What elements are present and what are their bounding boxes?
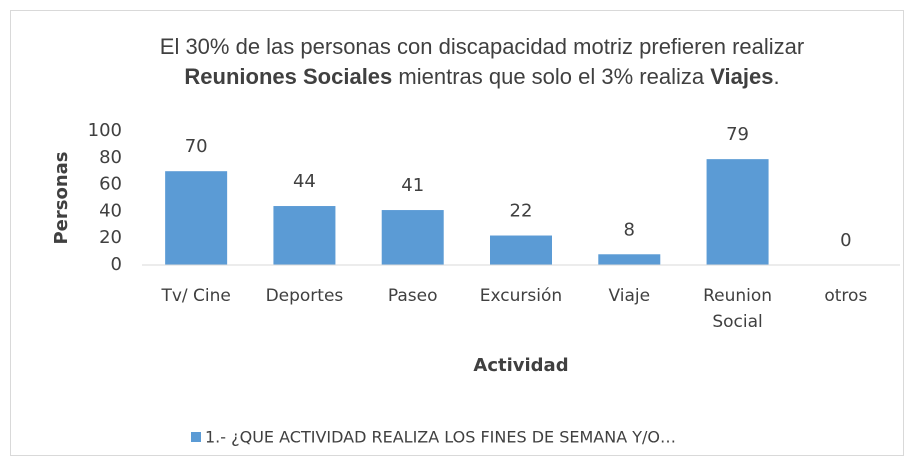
data-label: 70 xyxy=(185,136,208,157)
chart-title-line1: El 30% de las personas con discapacidad … xyxy=(160,34,804,59)
title-part: Reuniones Sociales xyxy=(184,64,392,89)
data-label: 22 xyxy=(510,201,533,222)
chart-title-line2: Reuniones Sociales mientras que solo el … xyxy=(184,64,779,89)
title-part: . xyxy=(773,64,779,89)
y-tick-label: 0 xyxy=(111,254,122,275)
bar xyxy=(706,159,769,265)
x-tick-label: Reunion Social xyxy=(703,286,773,332)
bar xyxy=(165,171,228,265)
bar xyxy=(381,210,444,265)
data-label: 44 xyxy=(293,171,316,192)
x-tick-label: Viaje xyxy=(608,286,651,306)
data-label: 79 xyxy=(726,124,749,145)
data-label: 0 xyxy=(840,230,851,251)
x-axis-label: Actividad xyxy=(473,355,568,376)
data-label: 8 xyxy=(624,219,635,240)
bar xyxy=(490,235,552,265)
title-part: mientras que solo el 3% realiza xyxy=(392,64,710,89)
bar xyxy=(598,254,661,265)
legend-swatch xyxy=(191,432,201,442)
x-tick-label: Paseo xyxy=(387,286,438,306)
x-tick-label: Tv/ Cine xyxy=(161,286,231,306)
y-tick-label: 60 xyxy=(99,174,122,195)
y-tick-label: 100 xyxy=(88,120,122,141)
title-part: Viajes xyxy=(710,64,773,89)
y-tick-label: 40 xyxy=(99,200,122,221)
x-tick-label: Deportes xyxy=(265,286,344,306)
y-tick-label: 20 xyxy=(99,227,122,248)
x-tick-label: Excursión xyxy=(479,286,563,306)
x-tick-label: otros xyxy=(824,286,868,306)
data-label: 41 xyxy=(401,175,424,196)
legend-label: 1.- ¿QUE ACTIVIDAD REALIZA LOS FINES DE … xyxy=(205,428,676,447)
y-tick-label: 80 xyxy=(99,147,122,168)
bar xyxy=(273,206,336,265)
title-part: El 30% de las personas con discapacidad … xyxy=(160,34,804,59)
y-axis-label: Personas xyxy=(51,151,72,244)
